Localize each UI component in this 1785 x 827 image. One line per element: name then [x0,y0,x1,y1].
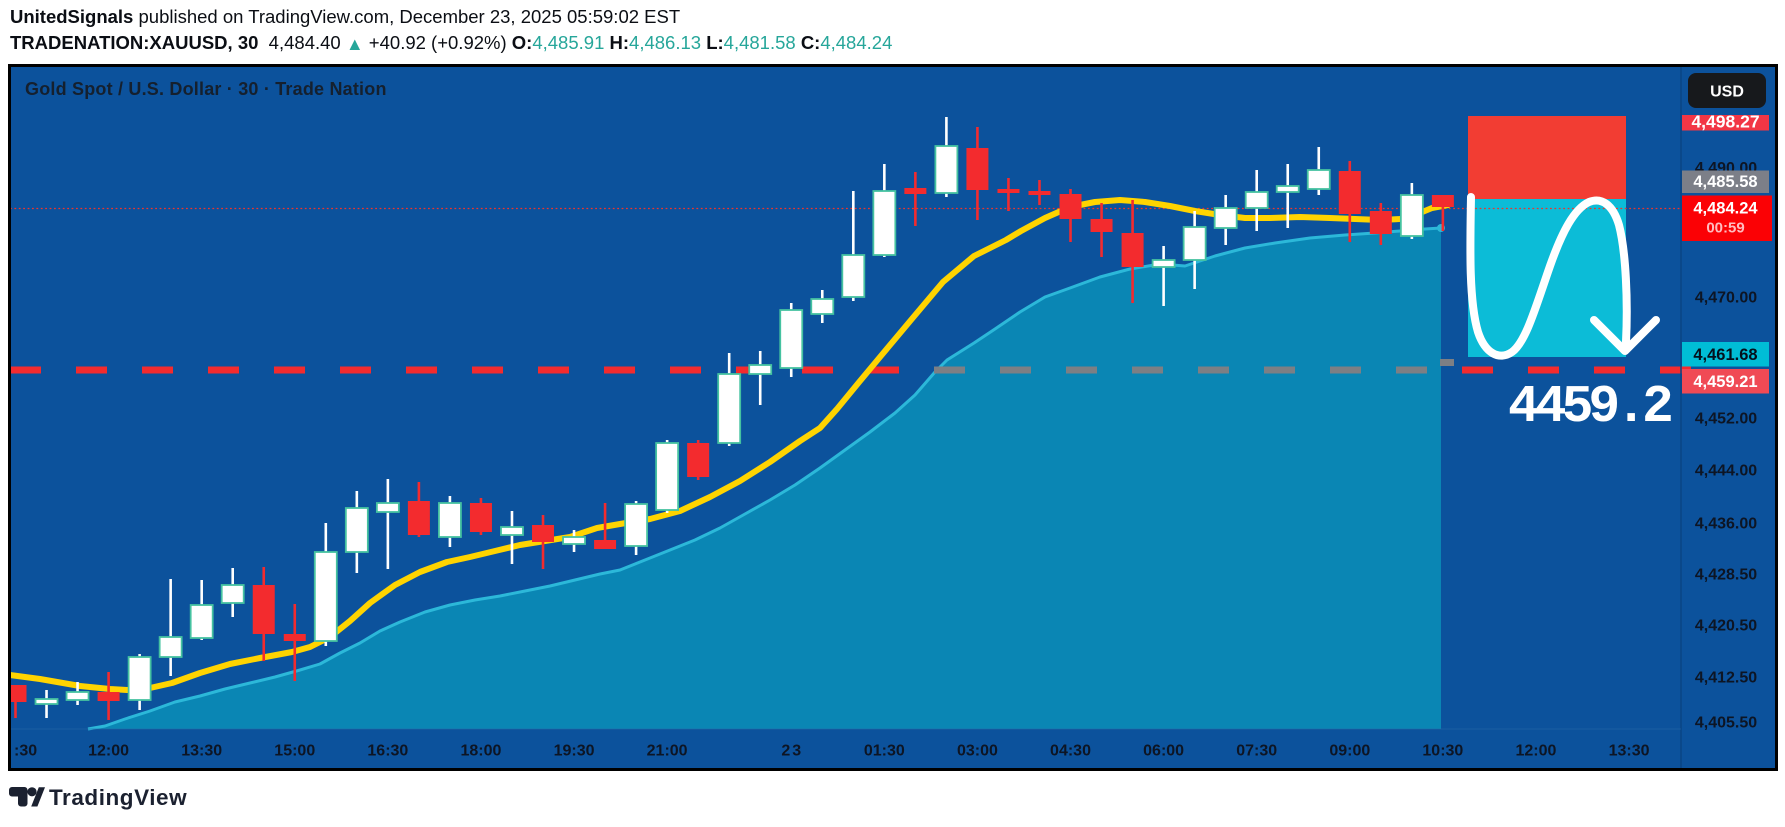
svg-text:4,459.21: 4,459.21 [1693,373,1757,391]
svg-text:19:30: 19:30 [554,743,595,760]
svg-text:04:30: 04:30 [1050,743,1091,760]
svg-text::30: :30 [14,743,37,760]
svg-text:4,436.00: 4,436.00 [1695,516,1757,533]
svg-text:18:00: 18:00 [460,743,501,760]
svg-text:12:00: 12:00 [1516,743,1557,760]
svg-text:21:00: 21:00 [647,743,688,760]
svg-text:4,420.50: 4,420.50 [1695,618,1757,635]
svg-text:01:30: 01:30 [864,743,905,760]
svg-text:4,461.68: 4,461.68 [1693,346,1757,364]
svg-text:12:00: 12:00 [88,743,129,760]
svg-text:09:00: 09:00 [1329,743,1370,760]
svg-text:16:30: 16:30 [367,743,408,760]
svg-text:13:30: 13:30 [1609,743,1650,760]
svg-text:4,428.50: 4,428.50 [1695,567,1757,584]
svg-text:03:00: 03:00 [957,743,998,760]
svg-text:USD: USD [1710,84,1744,101]
svg-text:4459.2: 4459.2 [1508,377,1671,437]
svg-text:07:30: 07:30 [1236,743,1277,760]
svg-text:10:30: 10:30 [1422,743,1463,760]
svg-text:4,444.00: 4,444.00 [1695,463,1757,480]
svg-text:4,405.50: 4,405.50 [1695,715,1757,732]
svg-text:23: 23 [781,743,801,760]
svg-text:4,452.00: 4,452.00 [1695,411,1757,428]
svg-text:15:00: 15:00 [274,743,315,760]
svg-text:13:30: 13:30 [181,743,222,760]
svg-text:4,485.58: 4,485.58 [1693,173,1757,191]
svg-text:4,470.00: 4,470.00 [1695,290,1757,307]
svg-text:Gold Spot / U.S. Dollar · 30 ·: Gold Spot / U.S. Dollar · 30 · Trade Nat… [25,79,387,99]
svg-text:4,498.27: 4,498.27 [1691,112,1759,132]
svg-text:06:00: 06:00 [1143,743,1184,760]
svg-text:4,412.50: 4,412.50 [1695,670,1757,687]
svg-text:00:59: 00:59 [1706,220,1744,237]
svg-text:4,484.24: 4,484.24 [1693,200,1758,218]
